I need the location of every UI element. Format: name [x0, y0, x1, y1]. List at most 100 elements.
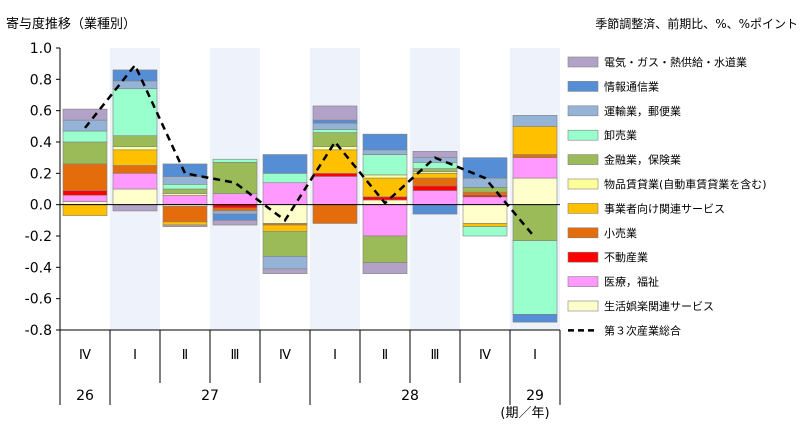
y-tick-label: -0.8: [25, 323, 52, 339]
bar-segment: [262, 154, 308, 174]
year-label: 26: [76, 388, 94, 404]
legend: 電気・ガス・熱供給・水道業情報通信業運輸業，郵便業卸売業金融業，保険業物品賃貸業…: [567, 55, 767, 337]
bar-segment: [62, 204, 108, 216]
axes: 1.0 0.8 0.6 0.4 0.2 0.0 -0.2 -0.4 -0.6 -0.8 Ⅳ Ⅰ Ⅱ Ⅲ Ⅳ Ⅰ…: [25, 41, 561, 405]
bar-segment: [312, 132, 358, 148]
legend-swatch: [567, 276, 599, 287]
y-tick-label: -0.2: [25, 229, 52, 245]
year-label: 28: [401, 388, 419, 404]
bar-segment: [312, 129, 358, 133]
x-tick-label: Ⅲ: [431, 348, 440, 363]
bar-segment: [512, 154, 558, 158]
legend-label: 金融業，保険業: [604, 153, 681, 167]
bar-segment: [62, 163, 108, 191]
bar-segment: [512, 204, 558, 242]
bar-segment: [162, 163, 208, 177]
bar-segment: [512, 177, 558, 205]
bar-segment: [412, 173, 458, 179]
bar-segment: [462, 204, 508, 224]
bar-segment: [462, 223, 508, 227]
bar-segment: [262, 256, 308, 270]
bar-segment: [62, 108, 108, 121]
legend-swatch: [567, 105, 599, 117]
bar-segment: [162, 205, 208, 223]
total-line: [84, 62, 536, 239]
bar-segment: [412, 177, 458, 187]
bar-segment: [212, 220, 258, 226]
bar-segment: [312, 176, 358, 205]
x-tick-label: Ⅰ: [333, 348, 337, 363]
legend-swatch: [567, 178, 599, 190]
bar-segment: [512, 115, 558, 127]
legend-label: 生活娯楽関連サービス: [604, 299, 714, 313]
y-tick-label: 0.4: [30, 135, 52, 151]
year-label: 27: [201, 388, 219, 404]
bar-segment: [212, 210, 258, 215]
y-tick-label: 0.6: [30, 104, 52, 120]
stacked-bars: [62, 69, 558, 323]
x-tick-label: Ⅰ: [133, 348, 137, 363]
legend-label: 電気・ガス・熱供給・水道業: [604, 55, 747, 69]
legend-label: 物品賃貸業(自動車賃貸業を含む): [604, 177, 767, 191]
bar-segment: [62, 190, 108, 196]
legend-label: 不動産業: [604, 250, 648, 264]
bar-segment: [112, 146, 158, 151]
x-tick-label: Ⅳ: [479, 348, 491, 363]
bar-segment: [162, 184, 208, 190]
bar-segment: [312, 149, 358, 174]
y-tick-label: -0.4: [25, 260, 52, 276]
bar-segment: [62, 130, 108, 143]
x-tick-label: Ⅱ: [182, 348, 188, 363]
x-unit-label: (期／年): [500, 406, 549, 421]
bar-segment: [62, 194, 108, 202]
chart-subtitle: 季節調整済、前期比、%、%ポイント: [595, 16, 798, 31]
bar-segment: [512, 157, 558, 179]
bar-segment: [362, 133, 408, 151]
x-tick-label: Ⅲ: [231, 348, 240, 363]
bar-segment: [212, 162, 258, 195]
legend-label: 運輸業，郵便業: [604, 104, 681, 118]
bar-segment: [462, 226, 508, 237]
bar-segment: [312, 119, 358, 124]
bar-segment: [162, 194, 208, 205]
legend-label: 卸売業: [604, 128, 637, 142]
bar-segment: [412, 185, 458, 191]
legend-label: 小売業: [604, 227, 637, 240]
bar-segment: [412, 204, 458, 215]
bar-segment: [462, 157, 508, 179]
bar-segment: [312, 122, 358, 130]
bar-segment: [112, 80, 158, 90]
legend-swatch: [567, 227, 599, 239]
bar-segment: [262, 268, 308, 274]
bar-segment: [312, 105, 358, 121]
year-label: 29: [526, 388, 544, 404]
legend-swatch: [567, 81, 599, 92]
bar-segment: [212, 213, 258, 221]
bar-segment: [362, 154, 408, 176]
bar-segment: [212, 158, 258, 163]
bar-segment: [362, 262, 408, 274]
bar-segment: [62, 119, 108, 132]
legend-swatch: [567, 154, 599, 165]
bar-segment: [112, 149, 158, 166]
bar-segment: [312, 173, 358, 177]
bar-segment: [512, 314, 558, 323]
legend-swatch: [567, 300, 599, 312]
legend-swatch: [567, 56, 599, 68]
y-tick-label: 1.0: [30, 41, 52, 57]
bar-segment: [462, 196, 508, 205]
bar-segment: [362, 196, 408, 201]
bar-segment: [112, 69, 158, 82]
bar-segment: [62, 141, 108, 165]
bar-segment: [362, 174, 408, 179]
y-tick-label: 0.8: [30, 72, 52, 88]
bar-segment: [312, 146, 358, 151]
legend-label: 事業者向け関連サービス: [604, 201, 725, 215]
bar-segment: [162, 176, 208, 185]
legend-label: 第３次産業総合: [604, 323, 681, 337]
bar-segment: [262, 173, 308, 184]
bar-segment: [112, 173, 158, 190]
bar-segment: [462, 177, 508, 188]
legend-label: 情報通信業: [604, 80, 659, 93]
line-total: [84, 62, 536, 239]
